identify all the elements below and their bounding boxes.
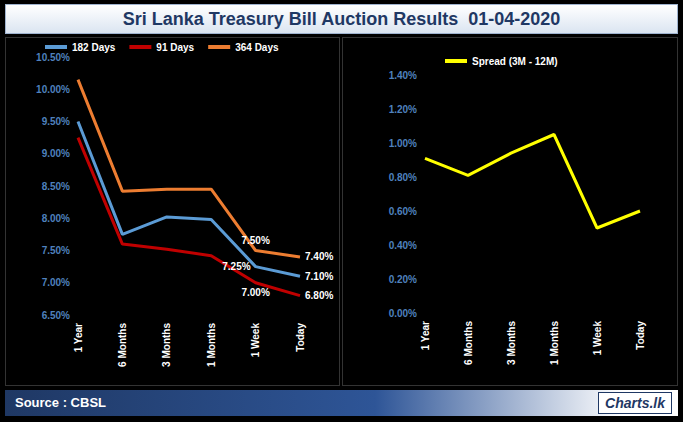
svg-text:1.00%: 1.00% [389, 138, 417, 149]
svg-text:7.00%: 7.00% [42, 277, 70, 288]
svg-text:Today: Today [295, 323, 306, 352]
svg-text:7.50%: 7.50% [42, 245, 70, 256]
svg-text:1.20%: 1.20% [389, 104, 417, 115]
svg-text:10.50%: 10.50% [36, 52, 70, 63]
svg-text:9.50%: 9.50% [42, 116, 70, 127]
html-text:Source : CBSL: Source : CBSL [15, 395, 106, 410]
svg-text:364 Days: 364 Days [235, 42, 279, 53]
svg-text:1 Week: 1 Week [250, 323, 261, 358]
svg-text:6.50%: 6.50% [42, 310, 70, 321]
svg-text:7.10%: 7.10% [305, 271, 333, 282]
svg-text:1 Months: 1 Months [206, 323, 217, 367]
svg-text:8.50%: 8.50% [42, 181, 70, 192]
svg-text:0.20%: 0.20% [389, 274, 417, 285]
svg-text:7.40%: 7.40% [305, 251, 333, 262]
svg-text:1 Year: 1 Year [420, 321, 431, 350]
svg-text:6 Months: 6 Months [463, 321, 474, 365]
svg-text:7.00%: 7.00% [241, 287, 269, 298]
svg-text:91 Days: 91 Days [156, 42, 194, 53]
svg-text:1 Week: 1 Week [592, 321, 603, 356]
svg-text:1 Months: 1 Months [549, 321, 560, 365]
svg-text:0.40%: 0.40% [389, 240, 417, 251]
html-text:Sri Lanka Treasury Bill Auctio: Sri Lanka Treasury Bill Auction Results … [122, 9, 561, 29]
svg-text:1.40%: 1.40% [389, 70, 417, 81]
svg-text:1 Year: 1 Year [73, 323, 84, 352]
svg-text:7.25%: 7.25% [222, 261, 250, 272]
svg-text:0.00%: 0.00% [389, 308, 417, 319]
svg-text:10.00%: 10.00% [36, 84, 70, 95]
html-text:Charts.lk: Charts.lk [605, 395, 665, 411]
svg-text:0.60%: 0.60% [389, 206, 417, 217]
svg-text:3 Months: 3 Months [161, 323, 172, 367]
svg-text:0.80%: 0.80% [389, 172, 417, 183]
svg-text:182 Days: 182 Days [72, 42, 116, 53]
svg-text:Spread (3M - 12M): Spread (3M - 12M) [472, 56, 558, 67]
svg-text:3 Months: 3 Months [506, 321, 517, 365]
svg-text:9.00%: 9.00% [42, 148, 70, 159]
svg-text:8.00%: 8.00% [42, 213, 70, 224]
svg-text:Today: Today [635, 321, 646, 350]
svg-text:6.80%: 6.80% [305, 290, 333, 301]
svg-text:7.50%: 7.50% [241, 235, 269, 246]
svg-text:6 Months: 6 Months [117, 323, 128, 367]
